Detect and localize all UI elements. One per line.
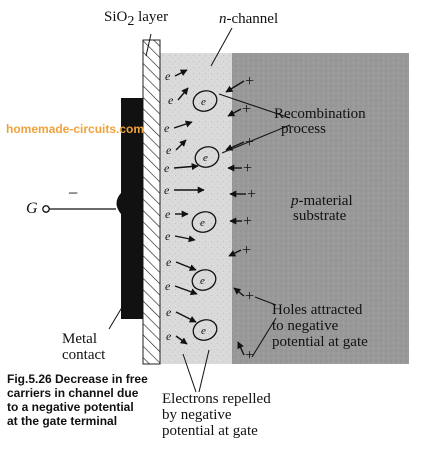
carrier-arrow: [228, 249, 242, 257]
carrier-arrow: [227, 108, 242, 117]
leader-channel: [210, 27, 233, 67]
label-metal-line1: Metal: [62, 331, 97, 347]
hole-symbol: +: [242, 242, 251, 259]
label-electrons-line3: potential at gate: [162, 423, 258, 439]
label-gate: G: [26, 200, 38, 217]
caption-line: Fig.5.26 Decrease in free: [7, 372, 148, 386]
label-holes-line1: Holes attracted: [272, 302, 363, 318]
electron-symbol: e: [200, 217, 205, 229]
label-substrate-line2: substrate: [293, 208, 347, 224]
carrier-arrow: [225, 141, 245, 151]
carrier-arrow: [175, 335, 188, 345]
leader-recombination-1: [218, 93, 291, 119]
electron-symbol: e: [165, 229, 171, 243]
leader-electrons-1: [182, 353, 197, 393]
label-substrate-line1: p-material: [291, 193, 353, 209]
hole-symbol: +: [247, 186, 256, 203]
n-channel-region: [160, 53, 234, 364]
carrier-arrow: [174, 69, 188, 77]
caption-line: to a negative potential: [7, 400, 134, 414]
carrier-arrow: [173, 163, 199, 171]
electron-symbol: e: [203, 152, 208, 164]
electron-symbol: e: [164, 161, 170, 175]
label-metal-line2: contact: [62, 347, 106, 363]
leader-electrons-2: [198, 349, 210, 393]
sio2-layer: [142, 39, 161, 365]
caption-line: carriers in channel due: [7, 386, 139, 400]
metal-gate-plate: [121, 98, 143, 319]
leader-oxide: [145, 33, 152, 57]
carrier-arrow: [237, 341, 245, 356]
label-recombination-line1: Recombination: [274, 106, 366, 122]
leader-metal: [108, 303, 125, 330]
leader-holes-2: [251, 317, 277, 358]
gate-terminal: [42, 205, 50, 213]
hole-symbol: +: [245, 347, 254, 364]
hole-symbol: +: [242, 101, 251, 118]
carrier-arrow: [175, 311, 197, 323]
carrier-arrow: [175, 139, 187, 151]
hole-symbol: +: [243, 160, 252, 177]
electron-symbol: e: [166, 255, 172, 269]
recombination-ellipse: [192, 319, 218, 341]
carrier-arrow: [175, 261, 197, 271]
electron-symbol: e: [168, 93, 174, 107]
electron-symbol: e: [201, 96, 206, 108]
label-holes-line3: potential at gate: [272, 334, 368, 350]
electron-symbol: e: [165, 207, 171, 221]
caption-line: at the gate terminal: [7, 414, 118, 428]
carrier-arrow: [174, 285, 198, 296]
electron-symbol: e: [164, 183, 170, 197]
carrier-arrow: [174, 235, 196, 243]
electron-symbol: e: [200, 275, 205, 287]
carrier-arrow: [173, 120, 193, 129]
recombination-ellipse: [191, 211, 217, 233]
recombination-ellipse: [194, 146, 220, 168]
hole-symbol: +: [245, 288, 254, 305]
electron-symbol: e: [165, 279, 171, 293]
label-electrons-line1: Electrons repelled: [162, 391, 271, 407]
p-substrate-region: [232, 53, 409, 364]
label-holes-line2: to negative: [272, 318, 339, 334]
carrier-arrow: [233, 287, 245, 297]
gate-negative-sign: −: [68, 183, 79, 203]
leader-recombination-2: [221, 124, 291, 154]
electron-symbol: e: [165, 69, 171, 83]
label-recombination-line2: process: [281, 121, 326, 137]
electron-symbol: e: [164, 121, 170, 135]
recombination-ellipse: [191, 269, 217, 291]
label-electrons-line2: by negative: [162, 407, 232, 423]
label-n-channel: n-channel: [219, 11, 279, 27]
carrier-arrow: [225, 80, 245, 93]
electron-symbol: e: [166, 329, 172, 343]
figure-caption: Fig.5.26 Decrease in free carriers in ch…: [7, 372, 157, 428]
label-sio2-layer: SiO2 layer: [104, 9, 169, 29]
electron-symbol: e: [166, 305, 172, 319]
hole-symbol: +: [245, 73, 254, 90]
hole-symbol: +: [243, 213, 252, 230]
hole-symbol: +: [245, 134, 254, 151]
electron-symbol: e: [201, 325, 206, 337]
recombination-ellipse: [192, 90, 218, 112]
watermark: homemade-circuits.com: [6, 122, 145, 136]
electron-symbol: e: [166, 143, 172, 157]
carrier-arrow: [177, 87, 189, 101]
leader-holes-1: [254, 296, 277, 306]
